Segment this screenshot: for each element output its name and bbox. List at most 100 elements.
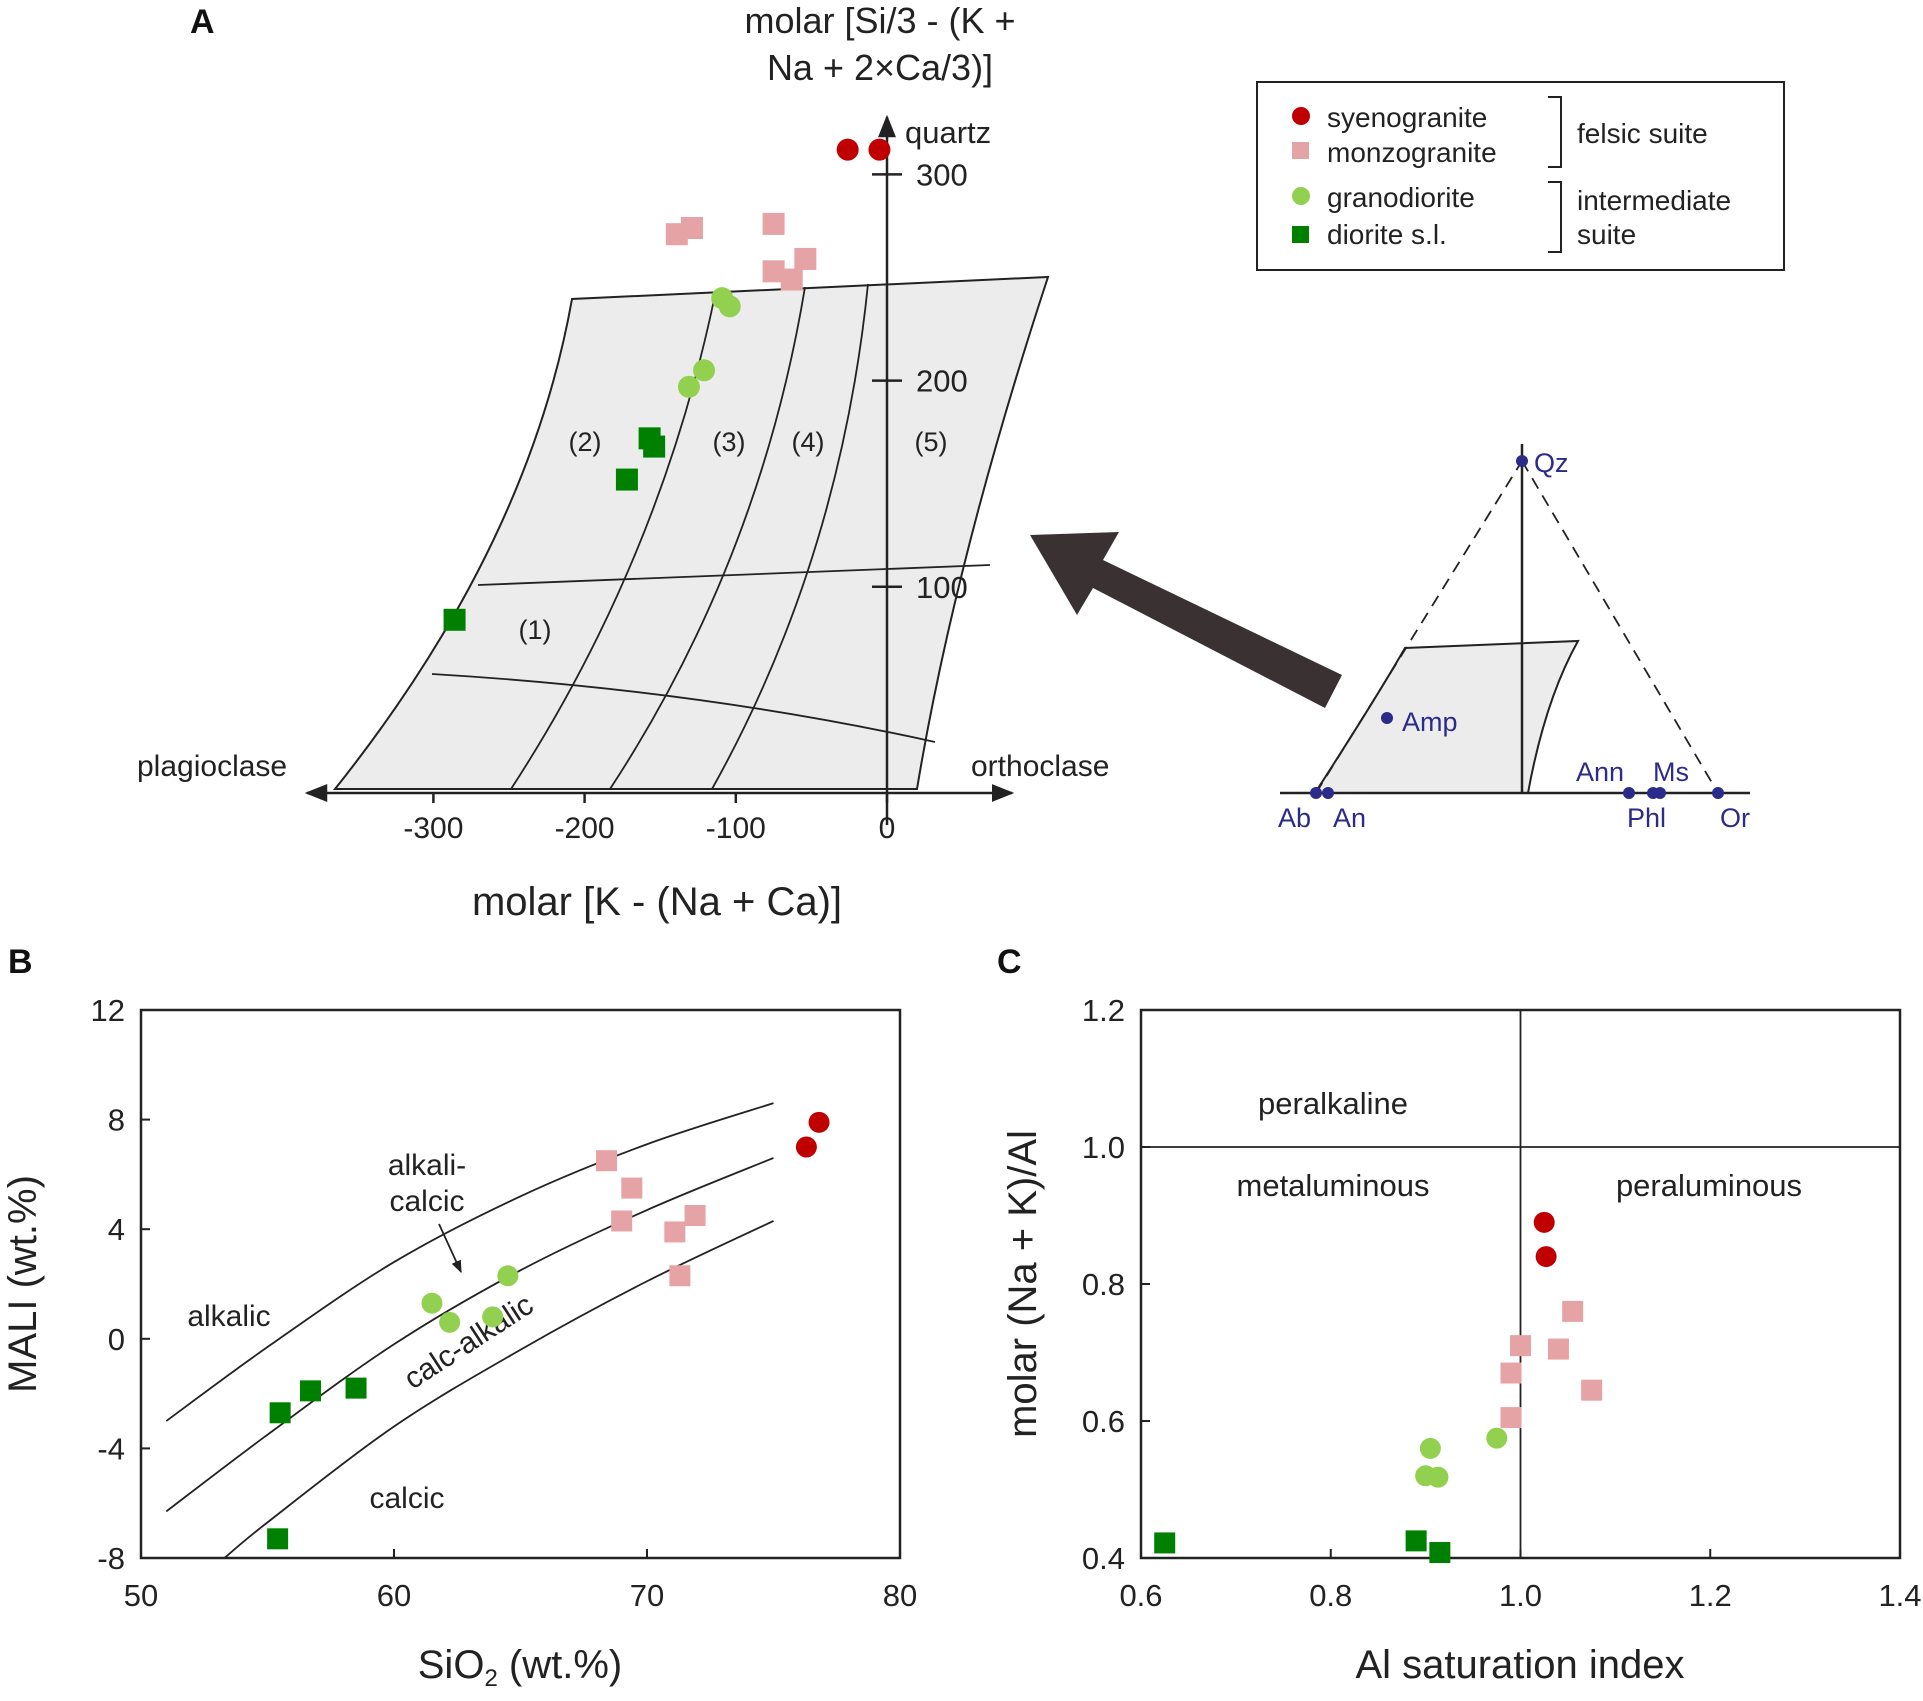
- b-point-granodiorite: [421, 1292, 443, 1314]
- b-field-alkalic: alkalic: [187, 1300, 270, 1333]
- c-point-monzogranite: [1547, 1338, 1569, 1360]
- b-field-calcic: calcic: [369, 1482, 444, 1515]
- c-y-tick-label: 0.8: [1082, 1267, 1125, 1302]
- a-x-tick-label: 0: [879, 812, 896, 845]
- c-y-tick-label: 0.6: [1082, 1404, 1125, 1439]
- b-y-tick-label: 4: [108, 1212, 125, 1247]
- b-point-syenogranite: [808, 1111, 830, 1133]
- c-x-tick-label: 0.6: [1119, 1578, 1162, 1613]
- inset-label-or: Or: [1720, 803, 1750, 833]
- c-point-diorite-s-l: [1405, 1530, 1427, 1552]
- b-field-alkali-calcic-2: calcic: [389, 1185, 464, 1218]
- a-right-label: orthoclase: [971, 750, 1109, 783]
- b-point-monzogranite: [669, 1265, 691, 1287]
- legend-group-felsic: felsic suite: [1577, 118, 1708, 149]
- c-point-granodiorite: [1486, 1427, 1508, 1449]
- inset-dashed-left: [1315, 460, 1523, 794]
- b-y-tick-label: 8: [108, 1103, 125, 1138]
- inset-point-an: [1322, 787, 1334, 799]
- a-point-diorite-s-l: [615, 468, 638, 491]
- c-x-tick-label: 1.0: [1499, 1578, 1542, 1613]
- b-x-tick-label: 50: [124, 1578, 158, 1613]
- a-x-axis-title: molar [K - (Na + Ca)]: [472, 880, 842, 924]
- c-point-diorite-s-l: [1429, 1542, 1451, 1564]
- c-y-tick-label: 1.0: [1082, 1130, 1125, 1165]
- c-point-monzogranite: [1581, 1379, 1603, 1401]
- legend-box: [1256, 81, 1785, 271]
- inset-ternary: Qz Amp Ab An Ann Ms Phl Or: [1278, 444, 1750, 833]
- legend-group-intermediate-1: intermediate: [1577, 185, 1731, 216]
- inset-point-ab: [1310, 787, 1322, 799]
- a-title-line1: molar [Si/3 - (K +: [744, 0, 1015, 41]
- a-x-tick-label: -100: [706, 812, 766, 845]
- field-boundary-3-4: [609, 286, 806, 790]
- b-annotation-arrow: [438, 1223, 462, 1274]
- b-point-diorite-s-l: [345, 1377, 367, 1399]
- inset-label-qz: Qz: [1534, 448, 1569, 478]
- b-y-tick-label: -4: [97, 1431, 125, 1466]
- b-x-tick-label: 80: [883, 1578, 917, 1613]
- c-point-granodiorite: [1419, 1437, 1441, 1459]
- inset-point-amp: [1381, 712, 1393, 724]
- c-point-monzogranite: [1562, 1300, 1584, 1322]
- legend: syenogranite monzogranite granodiorite d…: [1256, 81, 1785, 271]
- a-point-granodiorite: [677, 375, 700, 398]
- c-point-syenogranite: [1533, 1211, 1555, 1233]
- b-x-axis-title-rest: (wt.%): [498, 1643, 622, 1687]
- panel-b-label: B: [8, 943, 33, 981]
- field-boundary-lower: [431, 673, 936, 743]
- b-x-tick-label: 60: [377, 1578, 411, 1613]
- b-point-syenogranite: [795, 1136, 817, 1158]
- b-y-tick-label: 12: [91, 993, 125, 1028]
- legend-marker-syenogranite: [1292, 107, 1310, 125]
- field-boundary-4-5: [711, 283, 869, 790]
- a-y-tick-label: 300: [916, 157, 968, 192]
- b-point-monzogranite: [664, 1221, 686, 1243]
- a-y-tick-label: 200: [916, 364, 968, 399]
- legend-label-syenogranite: syenogranite: [1327, 102, 1487, 133]
- field-boundary-100: [477, 564, 991, 586]
- c-x-tick-label: 1.4: [1878, 1578, 1921, 1613]
- inset-point-ms: [1654, 787, 1666, 799]
- inset-label-ab: Ab: [1278, 803, 1311, 833]
- a-field-label-5: (5): [915, 427, 948, 457]
- a-point-monzogranite: [780, 268, 803, 291]
- a-field-label-3: (3): [713, 427, 746, 457]
- big-arrow: [1030, 532, 1342, 708]
- c-x-axis-title: Al saturation index: [1355, 1643, 1684, 1687]
- a-point-monzogranite: [680, 217, 703, 240]
- c-point-monzogranite: [1500, 1362, 1522, 1384]
- c-y-tick-label: 1.2: [1082, 993, 1125, 1028]
- b-boundary-curve: [165, 1157, 774, 1513]
- c-field-metaluminous: metaluminous: [1237, 1168, 1430, 1203]
- inset-point-or: [1712, 787, 1724, 799]
- a-point-diorite-s-l: [643, 435, 666, 458]
- b-point-monzogranite: [684, 1205, 706, 1226]
- b-plot-frame: [139, 1008, 902, 1560]
- b-x-tick-label: 70: [630, 1578, 664, 1613]
- a-point-diorite-s-l: [443, 608, 466, 631]
- b-boundary-curve: [165, 1102, 774, 1422]
- a-left-label: plagioclase: [137, 750, 287, 783]
- a-point-syenogranite: [836, 138, 859, 161]
- b-point-granodiorite: [482, 1306, 504, 1328]
- a-point-syenogranite: [868, 138, 891, 161]
- b-point-monzogranite: [621, 1177, 643, 1199]
- b-point-monzogranite: [596, 1150, 618, 1172]
- a-field-label-4: (4): [792, 427, 825, 457]
- c-point-granodiorite: [1427, 1466, 1449, 1488]
- b-x-axis-title: SiO2 (wt.%): [418, 1643, 622, 1692]
- legend-marker-granodiorite: [1292, 187, 1310, 205]
- c-x-tick-label: 0.8: [1309, 1578, 1352, 1613]
- c-x-tick-label: 1.2: [1689, 1578, 1732, 1613]
- legend-bracket-intermediate: [1548, 181, 1562, 253]
- inset-point-ann: [1623, 787, 1635, 799]
- inset-dashed-right: [1521, 460, 1719, 794]
- legend-marker-diorite: [1292, 226, 1309, 243]
- a-top-label: quartz: [905, 115, 991, 150]
- panel-c: C 0.6 0.8 1.0 1.2 1.41.21.00.80.60.4 peralka…: [997, 943, 1922, 1687]
- b-x-axis-title-sub: 2: [484, 1665, 497, 1692]
- b-x-axis-title-main: SiO: [418, 1643, 485, 1687]
- panel-b: B 50 60 70 80 12 8 4 0 -4 -8 alkalic alkali- calc…: [1, 943, 917, 1692]
